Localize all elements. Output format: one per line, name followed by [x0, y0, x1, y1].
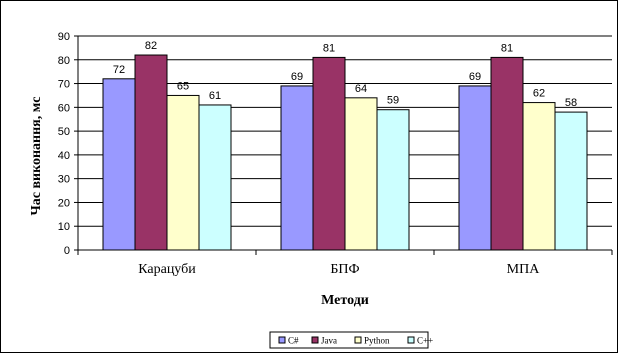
data-label: 81: [323, 42, 335, 54]
data-label: 59: [387, 95, 399, 107]
data-label: 65: [177, 80, 189, 92]
data-label: 69: [469, 71, 481, 83]
legend-label: Java: [321, 336, 337, 346]
axes: [74, 35, 613, 255]
y-tick-label: 90: [58, 31, 70, 43]
data-label: 81: [501, 42, 513, 54]
y-tick-label: 70: [58, 79, 70, 91]
legend-label: Python: [364, 336, 390, 346]
bar: [102, 78, 136, 251]
y-axis-title: Час виконання, мс: [29, 96, 44, 215]
x-axis-title: Методи: [321, 293, 369, 308]
labels: 0 10 20 30 40 50 60 70 80 90 72 82 65 61 Карацуби 69 81 6…: [58, 31, 577, 277]
x-tick-label: МПА: [507, 262, 541, 277]
data-label: 69: [291, 71, 303, 83]
y-tick-label: 60: [58, 102, 70, 114]
data-label: 61: [209, 90, 221, 102]
legend-swatch: [354, 336, 362, 344]
legend-label: C#: [288, 336, 299, 346]
bar: [344, 97, 378, 251]
bar: [280, 85, 314, 251]
y-tick-label: 50: [58, 126, 70, 138]
bar: [198, 104, 232, 251]
y-tick-label: 30: [58, 174, 70, 186]
y-tick-label: 10: [58, 221, 70, 233]
legend-swatch: [278, 336, 286, 344]
legend-swatch: [407, 336, 415, 344]
legend-swatch: [311, 336, 319, 344]
bar: [490, 56, 524, 251]
bar: [458, 85, 492, 251]
x-tick-label: БПФ: [330, 262, 359, 277]
bar: [554, 111, 588, 251]
data-label: 82: [145, 40, 157, 52]
bar: [134, 54, 168, 251]
data-label: 58: [565, 97, 577, 109]
x-tick-label: Карацуби: [138, 262, 196, 277]
data-label: 62: [533, 88, 545, 100]
data-label: 72: [113, 64, 125, 76]
y-tick-label: 20: [58, 197, 70, 209]
y-tick-label: 80: [58, 55, 70, 67]
y-tick-label: 0: [64, 245, 70, 257]
legend-label: C++: [417, 336, 433, 346]
legend-box: [269, 331, 429, 349]
bar: [376, 109, 410, 251]
data-label: 64: [355, 83, 367, 95]
bar: [312, 56, 346, 251]
bar: [166, 94, 200, 251]
y-tick-label: 40: [58, 150, 70, 162]
bar: [522, 102, 556, 251]
legend: C# Java Python C++: [269, 331, 433, 349]
